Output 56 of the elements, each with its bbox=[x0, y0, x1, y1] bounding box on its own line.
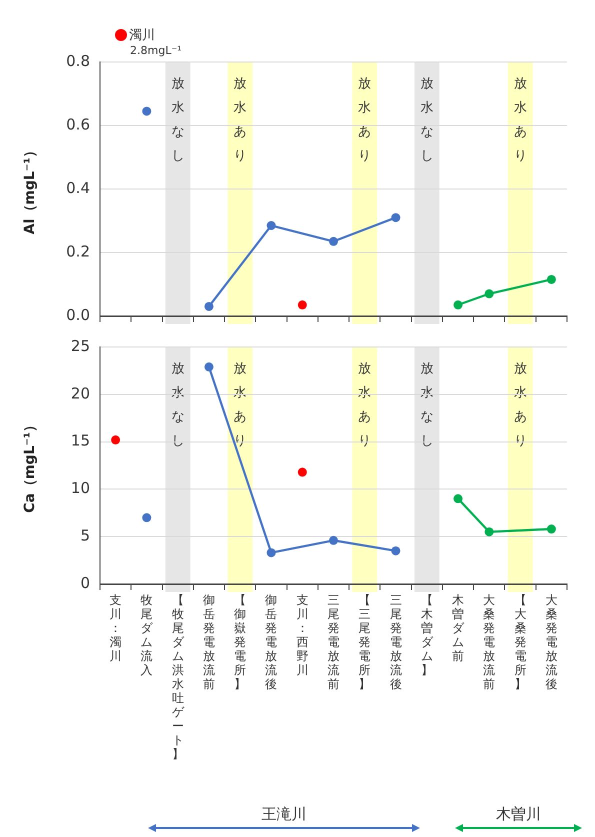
x-tick-label: 支川：濁川 bbox=[108, 593, 123, 663]
x-tick-label: 三尾発電放流後 bbox=[388, 593, 403, 691]
x-tick-label: 牧尾ダム流入 bbox=[140, 593, 154, 677]
point bbox=[454, 300, 463, 310]
point bbox=[298, 468, 307, 477]
point bbox=[484, 527, 494, 536]
band-label: 放水あり bbox=[234, 76, 247, 164]
y-tick-label: 25 bbox=[70, 336, 90, 355]
point bbox=[204, 362, 214, 372]
band-label: 放水あり bbox=[514, 76, 527, 164]
text: 2.8mgL⁻¹ bbox=[130, 44, 182, 57]
x-tick-label: 支川：西野川 bbox=[295, 593, 310, 677]
category-label: 【牧尾ダム洪水吐ゲート】 bbox=[172, 593, 184, 761]
point bbox=[266, 548, 276, 558]
x-tick-label: 【三尾発電所】 bbox=[358, 593, 372, 691]
band-label: 放水なし bbox=[171, 76, 184, 164]
x-tick-label: 御岳発電放流前 bbox=[202, 593, 216, 691]
point bbox=[329, 536, 338, 545]
point bbox=[484, 289, 494, 298]
point bbox=[546, 274, 556, 284]
y-tick-label: 0.0 bbox=[66, 306, 90, 324]
text: 王滝川 bbox=[262, 805, 306, 823]
x-tick-label: 御岳発電放流後 bbox=[264, 593, 278, 691]
x-tick-label: 【御嶽発電所】 bbox=[233, 593, 248, 691]
x-tick-label: 【木曽ダム】 bbox=[420, 593, 434, 677]
y-tick-label: 15 bbox=[70, 432, 90, 450]
text: 木曽川 bbox=[496, 805, 541, 823]
point bbox=[142, 106, 152, 116]
band-label: 放水あり bbox=[358, 76, 372, 164]
x-tick-label: 【大桑発電所】 bbox=[513, 593, 528, 691]
point bbox=[329, 236, 338, 246]
text: 濁川 bbox=[129, 27, 155, 44]
y-tick-label: 0.4 bbox=[66, 178, 90, 197]
point bbox=[391, 213, 400, 222]
y-tick-label: 10 bbox=[70, 479, 90, 498]
y-axis-title: Ca（mgL⁻¹） bbox=[22, 418, 38, 513]
y-tick-label: 0 bbox=[80, 574, 90, 592]
y-tick-label: 0.6 bbox=[66, 115, 90, 134]
band-label: 放水なし bbox=[420, 76, 434, 164]
x-tick-label: 大桑発電放流前 bbox=[482, 593, 496, 691]
y-tick-label: 0.8 bbox=[66, 52, 90, 70]
y-axis-title: Al（mgL⁻¹） bbox=[22, 144, 38, 234]
point bbox=[111, 435, 120, 444]
x-tick-label: 大桑発電放流後 bbox=[544, 593, 558, 691]
point bbox=[546, 524, 556, 534]
x-tick-label: 木曽ダム前 bbox=[451, 593, 466, 663]
point bbox=[142, 513, 152, 522]
point bbox=[454, 494, 463, 504]
y-tick-label: 0.2 bbox=[66, 242, 90, 260]
point bbox=[204, 302, 214, 311]
y-tick-label: 5 bbox=[80, 526, 90, 544]
point bbox=[391, 546, 400, 556]
x-tick-label: 三尾発電放流前 bbox=[326, 593, 340, 691]
y-tick-label: 20 bbox=[70, 384, 90, 402]
point bbox=[298, 300, 307, 310]
point bbox=[266, 221, 276, 230]
